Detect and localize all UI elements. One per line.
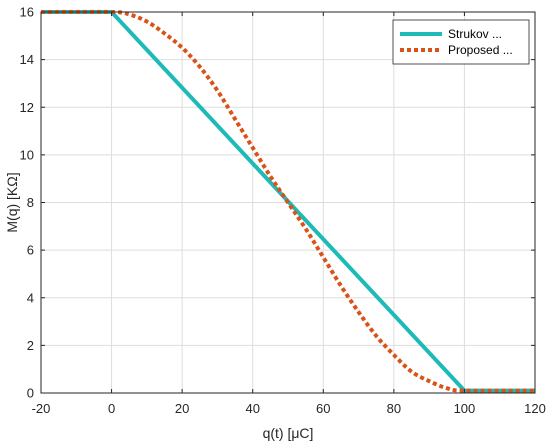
y-axis-label: M(q) [KΩ]	[4, 172, 20, 232]
y-tick-label: 16	[20, 5, 34, 20]
series-line-proposed	[40, 9, 536, 393]
x-tick-label: 120	[524, 401, 546, 416]
y-tick-label: 8	[27, 195, 34, 210]
x-tick-label: -20	[32, 401, 51, 416]
legend-box	[392, 19, 530, 65]
y-tick-label: 2	[27, 338, 34, 353]
x-tick-label: 40	[245, 401, 259, 416]
y-tick-label: 14	[20, 52, 34, 67]
y-tick-label: 10	[20, 147, 34, 162]
legend-label-proposed: Proposed ...	[448, 43, 513, 57]
y-tick-label: 6	[27, 243, 34, 258]
x-tick-label: 80	[387, 401, 401, 416]
x-tick-label: 60	[316, 401, 330, 416]
legend: Strukov ... Proposed ...	[392, 19, 530, 65]
y-tick-label: 4	[27, 290, 34, 305]
x-tick-label: 20	[175, 401, 189, 416]
x-axis-label: q(t) [μC]	[263, 425, 314, 441]
y-tick-label: 0	[27, 386, 34, 401]
series-lines	[40, 9, 536, 393]
x-tick-label: 100	[454, 401, 476, 416]
y-tick-label: 12	[20, 100, 34, 115]
x-tick-label: 0	[108, 401, 115, 416]
legend-label-strukov: Strukov ...	[448, 27, 502, 41]
